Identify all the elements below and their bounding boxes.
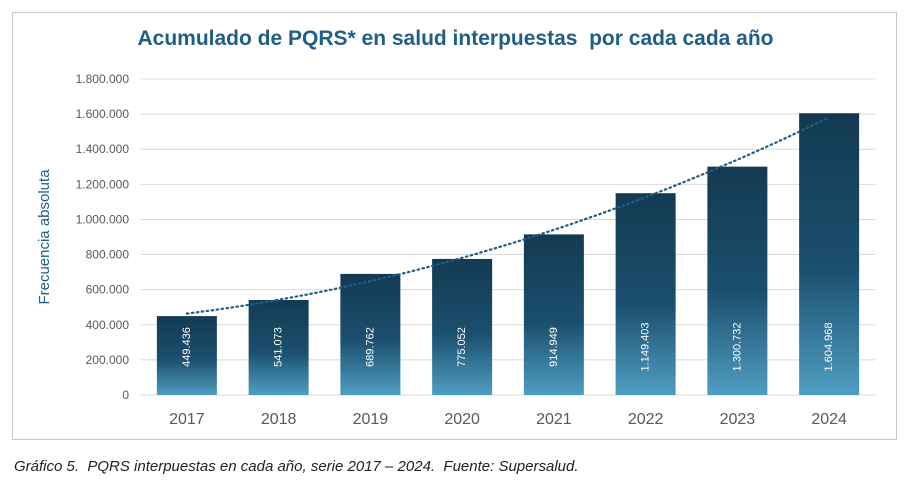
y-tick-label: 1.600.000 (76, 107, 130, 121)
y-tick-label: 800.000 (86, 248, 130, 262)
chart-frame: Acumulado de PQRS* en salud interpuestas… (12, 12, 897, 440)
data-label: 541.073 (273, 327, 285, 367)
data-label: 1.300.732 (731, 323, 743, 372)
x-tick-label: 2024 (811, 411, 847, 428)
y-tick-label: 600.000 (86, 283, 130, 297)
bar (615, 193, 676, 395)
figure-caption: Gráfico 5. PQRS interpuestas en cada año… (14, 458, 579, 475)
y-tick-label: 1.200.000 (76, 177, 130, 191)
bar-chart: 0 200.000 400.000 600.000 800.000 1.000.000 1.… (36, 72, 875, 428)
data-label: 689.762 (364, 327, 376, 367)
bar (799, 113, 860, 395)
bars (156, 113, 860, 395)
trendline-path (185, 116, 831, 315)
y-tick-label: 400.000 (86, 318, 130, 332)
bar (248, 300, 309, 395)
x-tick-label: 2020 (444, 411, 480, 428)
data-label: 775.052 (456, 327, 468, 367)
chart-title: Acumulado de PQRS* en salud interpuestas… (137, 27, 774, 50)
x-tick-label: 2018 (261, 411, 297, 428)
x-tick-label: 2021 (536, 411, 572, 428)
y-tick-label: 1.800.000 (76, 72, 130, 86)
bar (156, 316, 217, 395)
data-label: 1.149.403 (640, 323, 652, 372)
bar (340, 273, 401, 395)
y-axis-ticks: 0 200.000 400.000 600.000 800.000 1.000.000 1.… (76, 72, 130, 402)
data-labels: 449.436 541.073 689.762 775.052 914.949 1.149… (181, 323, 835, 372)
bar (523, 234, 584, 395)
x-tick-label: 2019 (353, 411, 389, 428)
bar (432, 258, 493, 395)
y-tick-label: 1.400.000 (76, 142, 130, 156)
y-axis-label: Frecuencia absoluta (36, 169, 53, 305)
y-tick-label: 0 (122, 388, 129, 402)
x-tick-label: 2023 (720, 411, 756, 428)
data-label: 449.436 (181, 327, 193, 367)
x-tick-label: 2022 (628, 411, 664, 428)
y-tick-label: 200.000 (86, 353, 130, 367)
data-label: 1.604.968 (823, 323, 835, 372)
x-tick-label: 2017 (169, 411, 205, 428)
bar (707, 166, 768, 395)
data-label: 914.949 (548, 327, 560, 367)
y-tick-label: 1.000.000 (76, 212, 130, 226)
x-axis-ticks: 2017 2018 2019 2020 2021 2022 2023 2024 (169, 411, 847, 428)
trendline (185, 116, 831, 315)
